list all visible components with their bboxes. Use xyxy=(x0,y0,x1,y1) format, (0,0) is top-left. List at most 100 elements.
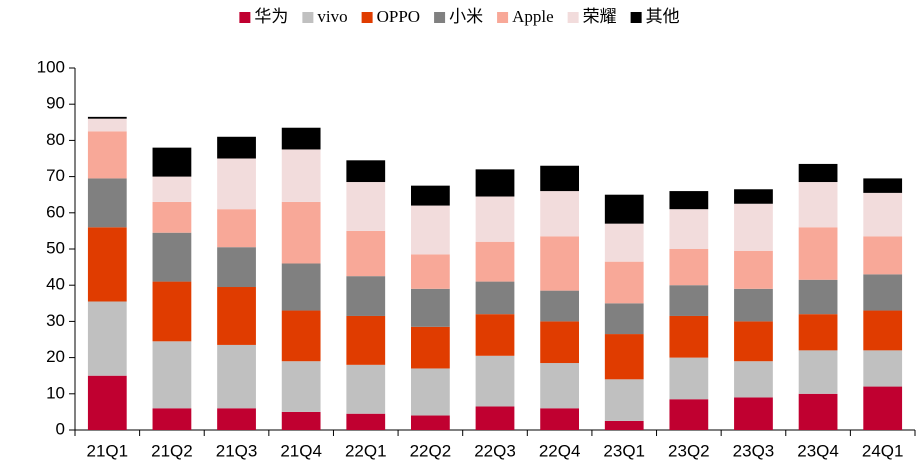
bar-segment xyxy=(217,287,256,345)
y-tick-label: 0 xyxy=(56,419,65,438)
bar-segment xyxy=(540,165,579,192)
bar-segment xyxy=(669,315,709,358)
x-tick-label: 24Q1 xyxy=(862,441,904,460)
bar-segment xyxy=(604,223,644,262)
bar-segment xyxy=(475,196,515,242)
legend-label: Apple xyxy=(512,7,554,26)
y-tick-label: 50 xyxy=(46,238,65,257)
y-tick-label: 10 xyxy=(46,383,65,402)
bar-segment xyxy=(863,236,903,275)
bar-segment xyxy=(604,261,644,304)
y-tick-label: 40 xyxy=(46,275,65,294)
bar-segment xyxy=(863,192,903,237)
legend-label: vivo xyxy=(317,7,347,26)
bar-segment xyxy=(734,189,773,204)
bar-segment xyxy=(281,310,321,362)
bar-segment xyxy=(281,411,321,430)
x-tick-label: 21Q4 xyxy=(280,441,322,460)
bar-segment xyxy=(863,274,903,311)
bar-segment xyxy=(475,169,515,197)
bar-segment xyxy=(87,118,127,132)
bar-segment xyxy=(346,182,386,231)
bar-segment xyxy=(411,326,450,369)
bar-segment xyxy=(798,350,838,394)
bar-segment xyxy=(152,201,192,233)
bar-segment xyxy=(669,209,709,249)
legend-label: 小米 xyxy=(449,7,483,26)
bar-segment xyxy=(411,368,450,416)
bar-segment xyxy=(863,386,903,430)
legend-swatch xyxy=(630,12,642,23)
bar-segment xyxy=(281,127,321,150)
bar-segment xyxy=(152,408,192,430)
legend-swatch xyxy=(302,12,314,23)
bar-segment xyxy=(540,290,579,322)
bar-segment xyxy=(217,136,256,159)
legend-label: 华为 xyxy=(254,7,288,26)
bar-segment xyxy=(540,363,579,409)
bar-segment xyxy=(411,205,450,255)
bar-segment xyxy=(604,334,644,380)
y-tick-label: 70 xyxy=(46,166,65,185)
bar-segment xyxy=(87,227,127,302)
y-tick-label: 20 xyxy=(46,347,65,366)
y-tick-label: 80 xyxy=(46,130,65,149)
bar-segment xyxy=(604,379,644,421)
bar-segment xyxy=(217,344,256,409)
bar-segment xyxy=(475,241,515,282)
bar-segment xyxy=(87,178,127,228)
y-tick-label: 60 xyxy=(46,202,65,221)
bar-segment xyxy=(798,393,838,430)
x-tick-label: 23Q3 xyxy=(733,441,775,460)
bar-segment xyxy=(734,203,773,251)
bar-segment xyxy=(346,364,386,414)
legend-swatch xyxy=(361,12,373,23)
legend-label: OPPO xyxy=(377,7,420,26)
bar-segment xyxy=(604,303,644,335)
bar-segment xyxy=(604,194,644,224)
bar-segment xyxy=(734,321,773,362)
bar-segment xyxy=(540,321,579,364)
bar-segment xyxy=(411,288,450,327)
x-tick-label: 22Q1 xyxy=(345,441,387,460)
bar-segment xyxy=(152,281,192,342)
bar-segment xyxy=(217,158,256,210)
bar-segment xyxy=(734,397,773,430)
legend-label: 荣耀 xyxy=(583,7,617,26)
bar-segment xyxy=(863,350,903,387)
bar-segment xyxy=(281,149,321,202)
bar-segment xyxy=(217,209,256,248)
bar-segment xyxy=(346,413,386,430)
x-tick-label: 23Q4 xyxy=(797,441,839,460)
x-tick-label: 21Q2 xyxy=(151,441,193,460)
bar-segment xyxy=(669,399,709,430)
bar-segment xyxy=(863,178,903,193)
bar-segment xyxy=(734,361,773,398)
legend-swatch xyxy=(239,12,251,23)
bar-segment xyxy=(281,361,321,412)
bar-segment xyxy=(669,357,709,400)
bar-segment xyxy=(152,341,192,409)
bar-segment xyxy=(540,191,579,237)
bar-segment xyxy=(475,355,515,407)
bar-segment xyxy=(798,227,838,280)
bar-segment xyxy=(798,279,838,315)
bar-segment xyxy=(540,408,579,430)
bar-segment xyxy=(475,314,515,356)
bar-segment xyxy=(87,131,127,179)
x-tick-label: 23Q1 xyxy=(603,441,645,460)
x-tick-label: 21Q1 xyxy=(87,441,129,460)
bar-segment xyxy=(411,415,450,430)
bar-segment xyxy=(734,288,773,322)
bar-segment xyxy=(798,314,838,351)
bar-segment xyxy=(87,116,127,119)
legend-swatch xyxy=(434,12,446,23)
bar-segment xyxy=(734,250,773,289)
y-tick-label: 100 xyxy=(37,57,65,76)
bar-segment xyxy=(540,236,579,291)
bar-segment xyxy=(798,163,838,183)
legend-swatch xyxy=(567,12,579,23)
bar-segment xyxy=(798,182,838,228)
x-tick-label: 22Q3 xyxy=(474,441,516,460)
legend-label: 其他 xyxy=(646,7,680,26)
